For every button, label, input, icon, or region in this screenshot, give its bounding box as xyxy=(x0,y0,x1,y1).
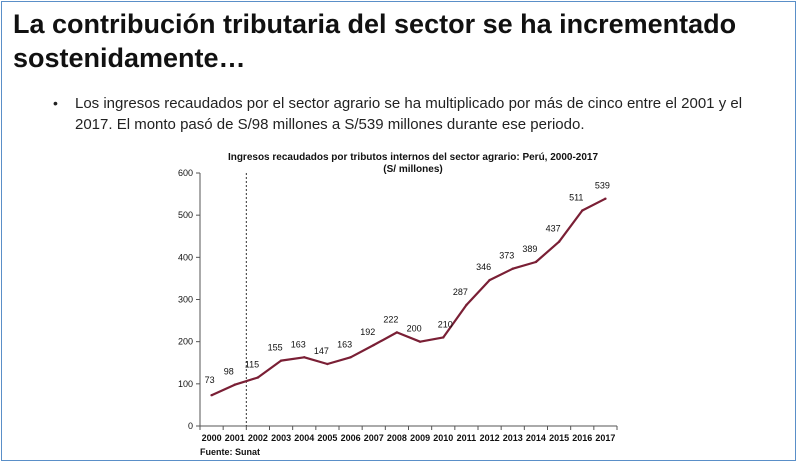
x-tick-label: 2006 xyxy=(341,433,361,443)
chart-title-block: Ingresos recaudados por tributos interno… xyxy=(188,152,638,176)
data-point xyxy=(210,394,213,397)
data-label: 511 xyxy=(569,193,583,203)
data-point xyxy=(395,331,399,334)
y-tick-label: 300 xyxy=(178,295,193,305)
bullet-symbol: • xyxy=(53,95,58,111)
y-tick-label: 500 xyxy=(178,210,193,220)
data-label: 98 xyxy=(224,367,234,377)
data-label: 346 xyxy=(476,262,491,272)
data-label: 163 xyxy=(291,339,306,349)
x-tick-label: 2016 xyxy=(572,433,592,443)
data-label: 373 xyxy=(499,251,514,261)
y-tick-label: 100 xyxy=(178,379,193,389)
data-label: 155 xyxy=(268,343,283,353)
x-tick-label: 2010 xyxy=(433,433,453,443)
bullet-text: Los ingresos recaudados por el sector ag… xyxy=(75,95,743,133)
data-point xyxy=(233,383,236,386)
x-tick-label: 2004 xyxy=(294,433,314,443)
x-tick-label: 2011 xyxy=(457,433,477,443)
data-point xyxy=(465,303,468,307)
data-label: 287 xyxy=(453,287,468,297)
data-point xyxy=(326,362,329,366)
bullet-point: • Los ingresos recaudados por el sector … xyxy=(53,93,773,135)
x-tick-label: 2000 xyxy=(202,433,222,443)
data-point xyxy=(581,209,584,212)
data-point xyxy=(418,340,422,343)
x-tick-label: 2002 xyxy=(248,433,268,443)
y-tick-label: 400 xyxy=(178,252,193,262)
data-label: 389 xyxy=(522,244,537,254)
data-label: 115 xyxy=(245,360,259,370)
data-label: 437 xyxy=(546,224,561,234)
x-tick-label: 2009 xyxy=(410,433,430,443)
data-point xyxy=(488,278,491,282)
x-tick-label: 2017 xyxy=(595,433,615,443)
data-point xyxy=(511,267,514,270)
x-tick-label: 2007 xyxy=(364,433,384,443)
data-point xyxy=(604,197,607,200)
y-tick-label: 200 xyxy=(178,337,193,347)
data-label: 163 xyxy=(337,339,352,349)
data-point xyxy=(279,359,283,362)
data-point xyxy=(303,356,306,359)
data-point xyxy=(442,336,445,339)
x-tick-label: 2008 xyxy=(387,433,407,443)
x-tick-label: 2013 xyxy=(503,433,523,443)
data-point xyxy=(349,356,352,359)
data-point xyxy=(557,240,561,243)
slide-title: La contribución tributaria del sector se… xyxy=(13,9,737,73)
data-label: 200 xyxy=(407,324,422,334)
data-point xyxy=(534,260,538,264)
x-tick-label: 2015 xyxy=(549,433,569,443)
x-tick-label: 2005 xyxy=(317,433,337,443)
x-tick-label: 2014 xyxy=(526,433,546,443)
data-label: 210 xyxy=(438,319,453,329)
data-label: 192 xyxy=(360,327,375,337)
x-tick-label: 2001 xyxy=(225,433,245,443)
chart-subtitle: (S/ millones) xyxy=(383,164,443,175)
data-label: 222 xyxy=(383,314,398,324)
data-label: 539 xyxy=(595,181,610,191)
x-tick-label: 2003 xyxy=(271,433,291,443)
series-line xyxy=(211,197,606,397)
source-note: Fuente: Sunat xyxy=(200,447,260,457)
data-point xyxy=(372,343,375,347)
data-label: 73 xyxy=(205,375,215,385)
chart-title: Ingresos recaudados por tributos interno… xyxy=(227,152,599,163)
x-tick-label: 2012 xyxy=(480,433,500,443)
y-tick-label: 600 xyxy=(178,168,193,178)
data-point xyxy=(256,376,260,379)
data-label: 147 xyxy=(314,346,329,356)
y-tick-label: 0 xyxy=(188,421,193,431)
